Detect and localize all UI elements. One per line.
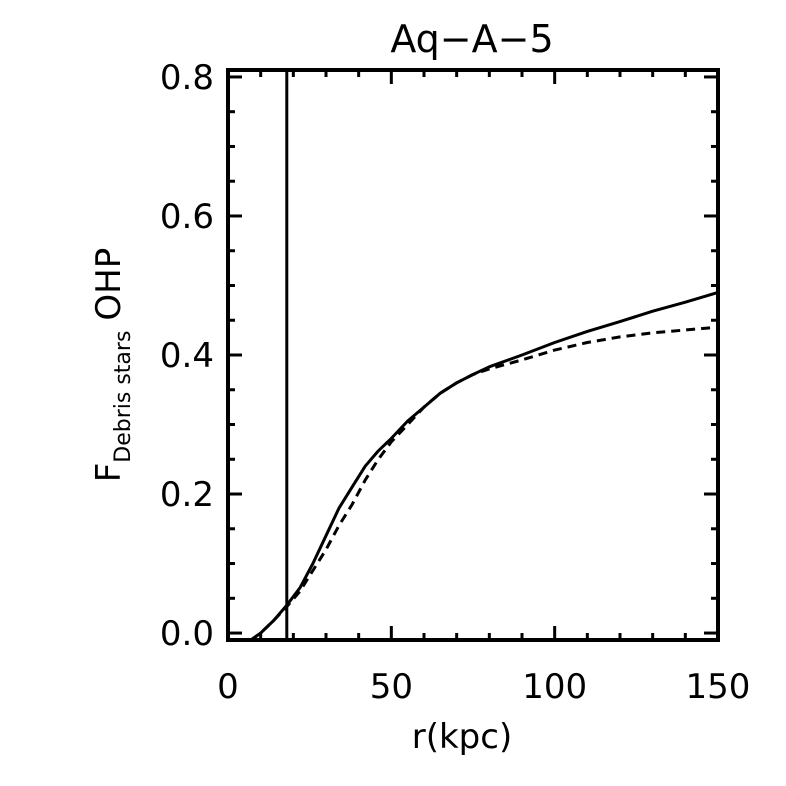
y-tick-label: 0.8 — [160, 58, 214, 98]
x-tick-label: 0 — [217, 667, 239, 707]
y-axis-label-main: F — [89, 463, 129, 483]
plot-border — [226, 68, 720, 642]
series-solid-line — [250, 290, 719, 642]
series-dashed-line — [250, 325, 719, 642]
series-group — [250, 70, 719, 642]
y-tick-label: 0.0 — [160, 614, 214, 654]
y-axis-label: FDebris stars OHP — [89, 248, 136, 483]
y-axis-label-suffix: OHP — [89, 248, 129, 321]
y-tick-label: 0.2 — [160, 475, 214, 515]
x-tick-label: 100 — [522, 667, 587, 707]
x-tick-label: 150 — [686, 667, 751, 707]
y-tick-label: 0.4 — [160, 336, 214, 376]
x-ticks: 0 50 100 150 — [217, 70, 750, 707]
y-tick-label: 0.6 — [160, 197, 214, 237]
y-axis-label-subscript: Debris stars — [111, 331, 136, 463]
x-tick-label: 50 — [370, 667, 413, 707]
plot-frame — [226, 68, 720, 642]
x-axis-label: r(kpc) — [412, 717, 512, 757]
chart-title: Aq−A−5 — [390, 17, 553, 61]
y-ticks: 0.0 0.2 0.4 0.6 0.8 — [160, 58, 718, 654]
